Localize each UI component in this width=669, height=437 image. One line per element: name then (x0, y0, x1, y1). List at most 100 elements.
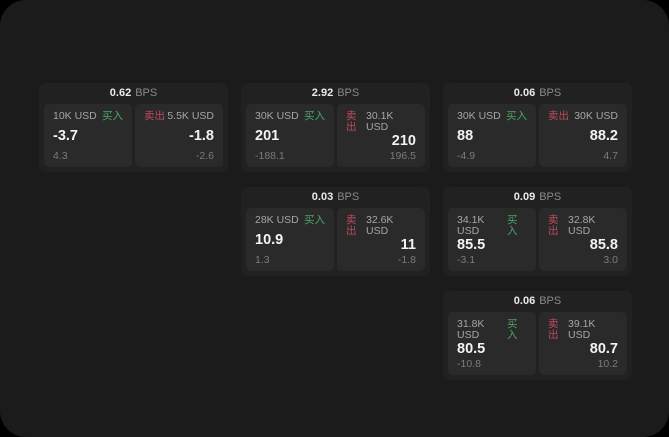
card-body: 30K USD 买入 201 -188.1 卖出 30.1K USD 210 1… (246, 104, 425, 167)
buy-panel-top-row: 30K USD 买入 (457, 111, 527, 122)
card-body: 34.1K USD 买入 85.5 -3.1 卖出 32.8K USD 85.8… (448, 208, 627, 271)
card-header: 0.06 BPS (448, 291, 627, 312)
bps-value: 0.06 (513, 295, 536, 307)
sell-value: 210 (391, 133, 416, 149)
buy-panel[interactable]: 10K USD 买入 -3.7 4.3 (44, 104, 132, 167)
buy-amount: 10K USD (53, 110, 97, 122)
sell-sub-value: -2.6 (195, 149, 214, 162)
buy-sub-value: 1.3 (255, 253, 270, 266)
sell-sub-value: 196.5 (389, 149, 416, 162)
sell-panel-top-row: 卖出 32.8K USD (548, 215, 618, 236)
buy-value: 201 (255, 127, 280, 144)
bps-value: 0.09 (513, 191, 536, 203)
buy-amount: 34.1K USD (457, 214, 485, 237)
sell-panel-top-row: 卖出 30.1K USD (346, 111, 416, 132)
sell-panel[interactable]: 卖出 32.8K USD 85.8 3.0 (539, 208, 627, 271)
sell-action-label: 卖出 (548, 318, 559, 341)
bps-value: 0.06 (513, 87, 536, 99)
quote-card[interactable]: 2.92 BPS 30K USD 买入 201 -188.1 卖出 30.1K … (241, 83, 430, 172)
bps-unit-label: BPS (539, 87, 562, 99)
buy-action-label: 买入 (507, 214, 518, 237)
sell-action-label: 卖出 (548, 110, 569, 122)
quote-card[interactable]: 0.62 BPS 10K USD 买入 -3.7 4.3 卖出 5.5K USD… (39, 83, 228, 172)
buy-action-label: 买入 (304, 214, 325, 226)
sell-action-label: 卖出 (144, 110, 165, 122)
sell-value: 88.2 (589, 127, 618, 144)
sell-panel[interactable]: 卖出 30.1K USD 210 196.5 (337, 104, 425, 167)
buy-sub-value: -4.9 (457, 149, 476, 162)
buy-panel[interactable]: 30K USD 买入 201 -188.1 (246, 104, 334, 167)
card-header: 0.06 BPS (448, 83, 627, 104)
buy-panel[interactable]: 30K USD 买入 88 -4.9 (448, 104, 536, 167)
buy-panel[interactable]: 28K USD 买入 10.9 1.3 (246, 208, 334, 271)
card-header: 0.09 BPS (448, 187, 627, 208)
quote-card[interactable]: 0.03 BPS 28K USD 买入 10.9 1.3 卖出 32.6K US… (241, 187, 430, 276)
bps-unit-label: BPS (135, 87, 158, 99)
buy-value: 85.5 (457, 237, 486, 253)
buy-value: 88 (457, 127, 474, 144)
card-body: 30K USD 买入 88 -4.9 卖出 30K USD 88.2 4.7 (448, 104, 627, 167)
buy-sub-value: -10.8 (457, 357, 481, 370)
buy-value: -3.7 (53, 127, 78, 144)
buy-sub-value: -3.1 (457, 253, 476, 266)
buy-action-label: 买入 (507, 318, 518, 341)
buy-action-label: 买入 (304, 110, 325, 122)
sell-sub-value: -1.8 (397, 253, 416, 266)
sell-panel-top-row: 卖出 39.1K USD (548, 319, 618, 340)
sell-panel[interactable]: 卖出 5.5K USD -1.8 -2.6 (135, 104, 223, 167)
buy-panel-top-row: 31.8K USD 买入 (457, 319, 527, 340)
bps-unit-label: BPS (539, 295, 562, 307)
buy-action-label: 买入 (102, 110, 123, 122)
sell-panel[interactable]: 卖出 32.6K USD 11 -1.8 (337, 208, 425, 271)
sell-action-label: 卖出 (346, 214, 357, 237)
buy-panel[interactable]: 31.8K USD 买入 80.5 -10.8 (448, 312, 536, 375)
buy-panel-top-row: 30K USD 买入 (255, 111, 325, 122)
quote-card[interactable]: 0.09 BPS 34.1K USD 买入 85.5 -3.1 卖出 32.8K… (443, 187, 632, 276)
quote-card[interactable]: 0.06 BPS 31.8K USD 买入 80.5 -10.8 卖出 39.1… (443, 291, 632, 380)
sell-amount: 30K USD (574, 110, 618, 122)
sell-value: -1.8 (189, 127, 214, 144)
sell-panel-top-row: 卖出 5.5K USD (144, 111, 214, 122)
buy-sub-value: -188.1 (255, 149, 285, 162)
sell-action-label: 卖出 (346, 110, 357, 133)
sell-sub-value: 10.2 (597, 357, 618, 370)
sell-value: 85.8 (589, 237, 618, 253)
bps-unit-label: BPS (337, 87, 360, 99)
buy-amount: 30K USD (255, 110, 299, 122)
buy-amount: 31.8K USD (457, 318, 485, 341)
buy-panel[interactable]: 34.1K USD 买入 85.5 -3.1 (448, 208, 536, 271)
card-header: 2.92 BPS (246, 83, 425, 104)
sell-panel[interactable]: 卖出 30K USD 88.2 4.7 (539, 104, 627, 167)
sell-amount: 39.1K USD (567, 318, 596, 341)
quote-card[interactable]: 0.06 BPS 30K USD 买入 88 -4.9 卖出 30K USD 8… (443, 83, 632, 172)
sell-value: 80.7 (589, 341, 618, 357)
bps-unit-label: BPS (539, 191, 562, 203)
buy-panel-top-row: 10K USD 买入 (53, 111, 123, 122)
quotes-grid: 0.62 BPS 10K USD 买入 -3.7 4.3 卖出 5.5K USD… (39, 83, 632, 380)
sell-amount: 32.8K USD (567, 214, 596, 237)
sell-panel-top-row: 卖出 32.6K USD (346, 215, 416, 236)
sell-amount: 32.6K USD (365, 214, 394, 237)
buy-value: 10.9 (255, 231, 284, 248)
sell-amount: 30.1K USD (365, 110, 394, 133)
card-header: 0.62 BPS (44, 83, 223, 104)
buy-action-label: 买入 (506, 110, 527, 122)
card-body: 28K USD 买入 10.9 1.3 卖出 32.6K USD 11 -1.8 (246, 208, 425, 271)
card-header: 0.03 BPS (246, 187, 425, 208)
sell-value: 11 (400, 237, 416, 253)
sell-panel[interactable]: 卖出 39.1K USD 80.7 10.2 (539, 312, 627, 375)
buy-sub-value: 4.3 (53, 149, 68, 162)
buy-panel-top-row: 34.1K USD 买入 (457, 215, 527, 236)
bps-value: 2.92 (311, 87, 334, 99)
buy-amount: 28K USD (255, 214, 299, 226)
sell-panel-top-row: 卖出 30K USD (548, 111, 618, 122)
sell-sub-value: 4.7 (603, 149, 618, 162)
sell-amount: 5.5K USD (167, 110, 214, 122)
card-body: 10K USD 买入 -3.7 4.3 卖出 5.5K USD -1.8 -2.… (44, 104, 223, 167)
buy-panel-top-row: 28K USD 买入 (255, 215, 325, 226)
card-body: 31.8K USD 买入 80.5 -10.8 卖出 39.1K USD 80.… (448, 312, 627, 375)
sell-sub-value: 3.0 (603, 253, 618, 266)
buy-amount: 30K USD (457, 110, 501, 122)
